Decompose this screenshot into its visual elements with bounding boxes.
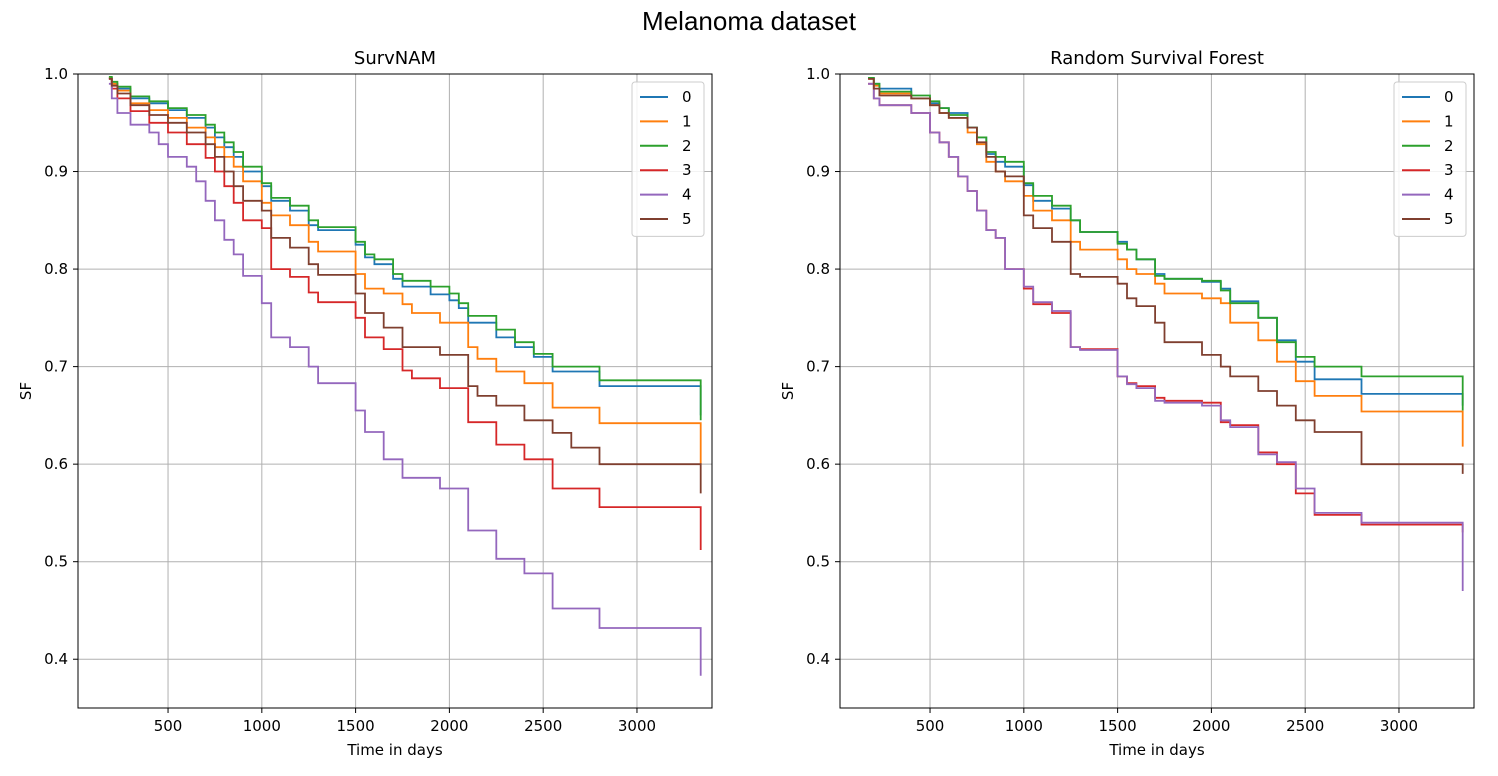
series-line-5 [868,78,1464,474]
x-tick-label: 1000 [1005,717,1043,735]
x-tick-label: 1500 [1099,717,1137,735]
series-line-3 [108,78,702,550]
x-tick-label: 3000 [1380,717,1418,735]
legend-label-1: 1 [682,112,692,130]
legend-label-3: 3 [682,161,692,179]
y-tick-label: 0.6 [44,455,68,473]
y-tick-label: 1.0 [806,65,830,83]
y-tick-label: 0.6 [806,455,830,473]
x-tick-label: 2000 [430,717,468,735]
legend-label-2: 2 [682,137,692,155]
series-line-2 [108,76,702,421]
y-tick-label: 0.7 [44,358,68,376]
x-axis-label: Time in days [346,741,443,759]
y-tick-label: 0.4 [806,650,830,668]
x-tick-label: 3000 [618,717,656,735]
legend: 0 1 2 3 4 5 [1393,81,1467,237]
x-tick-label: 2000 [1192,717,1230,735]
series-line-1 [868,78,1464,447]
y-tick-label: 0.4 [44,650,68,668]
legend-label-1: 1 [1444,112,1454,130]
x-tick-label: 2500 [524,717,562,735]
y-tick-label: 1.0 [44,65,68,83]
series-line-4 [108,82,702,676]
legend-label-0: 0 [1444,88,1454,106]
series-line-0 [868,77,1464,406]
chart-panel-1: 500 1000 1500 2000 2500 3000 0.4 0.5 0.6 0.7 0.8 0.… [17,48,713,759]
legend-label-4: 4 [1444,186,1454,204]
series-line-5 [108,78,702,494]
legend-label-3: 3 [1444,161,1454,179]
series-line-1 [108,77,702,465]
legend-label-5: 5 [682,210,692,228]
chart-panel-2: 500 1000 1500 2000 2500 3000 0.4 0.5 0.6 0.7 0.8 0.… [779,48,1475,759]
series-line-0 [108,77,702,416]
legend-label-0: 0 [682,88,692,106]
series-group [868,77,1464,591]
legend-label-2: 2 [1444,137,1454,155]
y-tick-label: 0.9 [44,163,68,181]
x-tick-label: 2500 [1286,717,1324,735]
legend: 0 1 2 3 4 5 [631,81,705,237]
series-line-4 [868,82,1464,591]
figure-title: Melanoma dataset [642,6,856,36]
axes-frame [77,73,713,709]
x-tick-label: 500 [154,717,183,735]
x-tick-label: 1000 [243,717,281,735]
series-line-3 [868,82,1464,533]
series-line-2 [868,77,1464,411]
y-tick-label: 0.7 [806,358,830,376]
y-tick-label: 0.8 [806,260,830,278]
legend-label-5: 5 [1444,210,1454,228]
series-group [108,76,702,676]
y-tick-label: 0.5 [806,553,830,571]
y-tick-label: 0.8 [44,260,68,278]
chart-title: Random Survival Forest [1050,48,1264,69]
y-axis-label: SF [779,382,797,400]
axes-frame [839,73,1475,709]
legend-box [631,81,705,237]
x-tick-label: 500 [916,717,945,735]
legend-label-4: 4 [682,186,692,204]
x-tick-label: 1500 [337,717,375,735]
y-tick-label: 0.5 [44,553,68,571]
legend-box [1393,81,1467,237]
x-axis-label: Time in days [1108,741,1205,759]
chart-title: SurvNAM [354,48,436,69]
y-tick-label: 0.9 [806,163,830,181]
y-axis-label: SF [17,382,35,400]
